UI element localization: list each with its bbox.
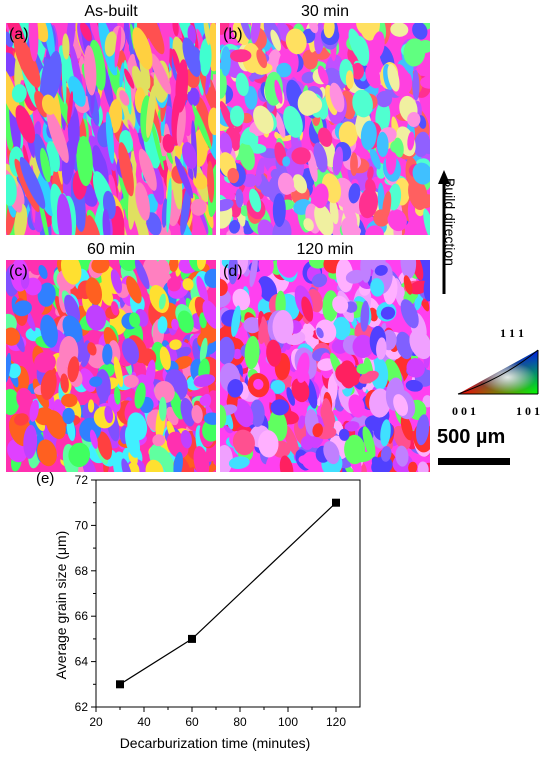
panel-label-e: (e) — [36, 470, 55, 487]
plot-frame — [95, 479, 361, 708]
panel-title-as-built: As-built — [84, 3, 138, 20]
ebsd-map-as-built: (a) — [6, 23, 216, 235]
panel-label-b: (b) — [223, 26, 243, 43]
y-tick-label: 68 — [75, 564, 89, 578]
grain-texture — [220, 260, 430, 472]
y-tick-label: 72 — [75, 473, 89, 487]
grain-texture — [220, 23, 430, 235]
y-tick-label: 70 — [75, 518, 89, 532]
ipf-label-001: 0 0 1 — [452, 404, 476, 418]
grain-texture — [6, 260, 216, 472]
panel-title-120min: 120 min — [296, 241, 354, 258]
panel-title-60min: 60 min — [86, 241, 136, 258]
ebsd-map-30min: (b) — [220, 23, 430, 235]
panel-title-30min: 30 min — [300, 3, 350, 20]
ipf-label-111: 1 1 1 — [500, 326, 524, 340]
scale-bar-label: 500 µm — [437, 426, 506, 448]
y-tick-label: 64 — [75, 655, 89, 669]
build-direction-label: Build direction — [442, 178, 458, 266]
x-tick-label: 120 — [326, 715, 346, 729]
build-direction-arrow-icon — [438, 170, 450, 294]
series-line — [119, 502, 337, 685]
panel-label-d: (d) — [223, 263, 243, 280]
x-tick-label: 100 — [278, 715, 298, 729]
grain-size-chart: 20 40 60 80 100 120 62 64 66 68 70 72 Decarburizati… — [53, 473, 361, 751]
grain-texture — [6, 23, 216, 235]
x-tick-label: 80 — [233, 715, 247, 729]
x-tick-label: 20 — [89, 715, 103, 729]
ipf-label-101: 1 0 1 — [516, 404, 540, 418]
panel-label-c: (c) — [9, 263, 28, 280]
chart-ylabel: Average grain size (μm) — [53, 531, 69, 680]
data-point — [116, 680, 124, 689]
ebsd-map-120min: (d) — [220, 260, 430, 472]
panel-label-a: (a) — [9, 26, 29, 43]
x-tick-label: 40 — [137, 715, 151, 729]
x-tick-label: 60 — [185, 715, 199, 729]
ipf-color-key-icon — [457, 349, 539, 395]
ebsd-map-60min: (c) — [6, 260, 216, 472]
y-tick-label: 62 — [75, 700, 89, 714]
data-point — [332, 498, 340, 507]
scale-bar — [438, 458, 510, 465]
data-point — [188, 634, 196, 643]
y-tick-label: 66 — [75, 609, 89, 623]
chart-xlabel: Decarburization time (minutes) — [120, 735, 311, 751]
